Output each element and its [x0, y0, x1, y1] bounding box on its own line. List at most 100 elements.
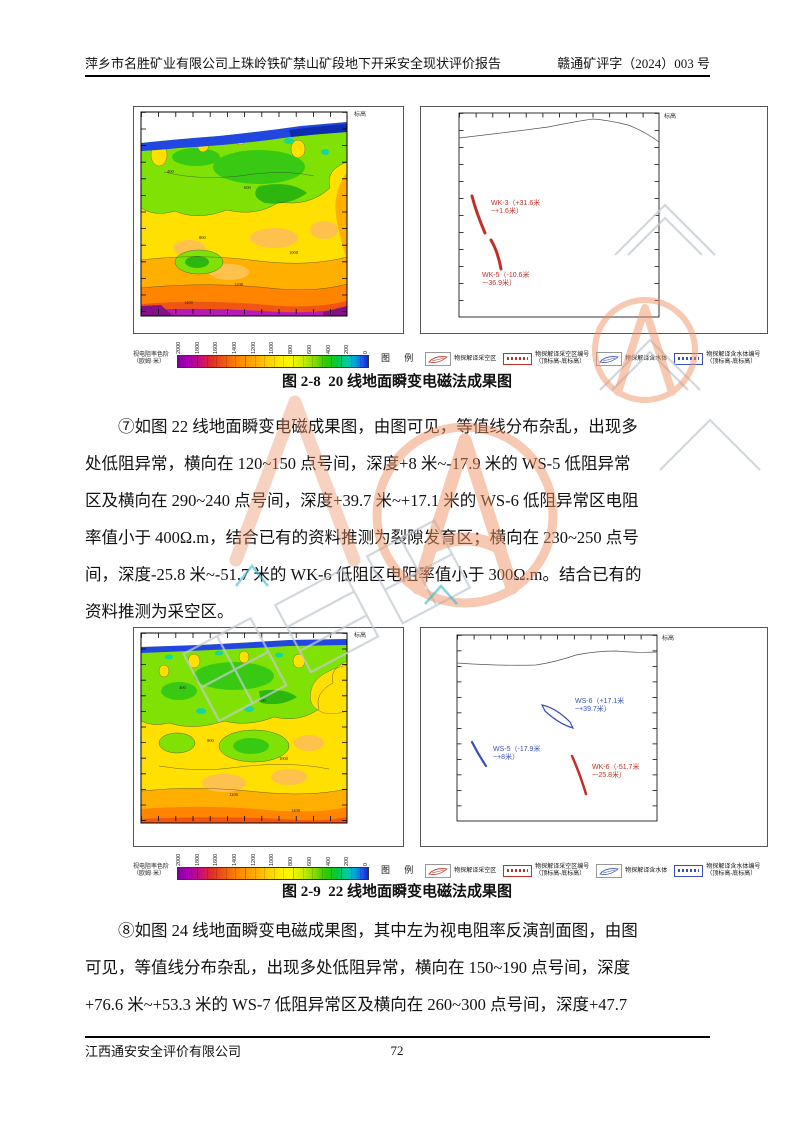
colorbar-tick-label: 1800 — [194, 853, 201, 866]
legend-label-line: （顶标高-底标高） — [535, 359, 586, 365]
fig28-interpretation-panel: WK-3（+31.6米 ~+1.6米） WK-5（-10.6米 ~-36.9米） — [458, 112, 660, 318]
colorbar-tick-label: 400 — [325, 856, 332, 866]
colorbar-tick-label: 2000 — [176, 853, 182, 866]
goaf-anomaly-marks — [470, 194, 503, 271]
anomaly-label-line: WS-5（-17.9米 — [493, 746, 541, 753]
legend-label-line: 物探解译含水体编号 — [706, 864, 761, 870]
axis-ticks — [141, 112, 347, 316]
legend-item-label: 物探解译含水体 — [625, 355, 668, 362]
colorbar-tick-label: 600 — [306, 856, 313, 866]
footer-page-number: 72 — [390, 1043, 404, 1058]
colorbar-tick-label: 1400 — [232, 853, 239, 866]
legend-label-line: （顶标高-底标高） — [706, 871, 757, 877]
anomaly-label-wk3: WK-3（+31.6米 ~+1.6米） — [491, 200, 540, 216]
water-symbol-icon — [596, 352, 623, 366]
fig29-interpretation-panel: WS-6（+17.1米 ~+39.7米） WS-5（-17.9米 ~+8米） WK-… — [456, 634, 658, 822]
paragraph-line: 率值小于 400Ω.m，结合已有的资料推测为裂隙发育区；横向在 230~250 … — [85, 528, 639, 547]
colorbar-label-line2: （欧姆·米） — [133, 359, 165, 365]
anomaly-label-wk5: WK-5（-10.6米 ~-36.9米） — [482, 272, 529, 288]
fig29-caption: 图 2-9 22 线地面瞬变电磁法成果图 — [282, 884, 512, 900]
legend-item-water-number: 物探解译含水体编号 （顶标高-底标高） — [674, 352, 760, 366]
colorbar-tick-label: 0 — [362, 862, 369, 866]
anomaly-label-line: ~+8米） — [493, 754, 520, 761]
legend-label-line: （顶标高-底标高） — [535, 871, 586, 877]
contour-value-label: 600 — [259, 698, 266, 703]
legend-item-goaf: 物探解译采空区 — [425, 352, 496, 366]
legend-item-water-number: 物探解译含水体编号 （顶标高-底标高） — [674, 864, 760, 878]
axis-ticks — [459, 113, 659, 317]
legend-label-line: 物探解译采空区编号 — [535, 864, 590, 870]
paragraph-line: 可见，等值线分布杂乱，出现多处低阻异常，横向在 150~190 点号间，深度 — [85, 958, 631, 977]
legend-item-water: 物探解译含水体 — [596, 864, 667, 878]
axis-ticks — [457, 635, 657, 821]
contour-value-label: 400 — [179, 685, 186, 690]
fig28-colorbar-legend-row: 视电阻率色阶 （欧姆·米） 2000 1800 1600 1400 1200 1000 80… — [133, 334, 773, 368]
anomaly-label-ws6: WS-6（+17.1米 ~+39.7米） — [575, 698, 624, 714]
colorbar-tick-label: 600 — [306, 344, 313, 354]
colorbar-tick-label: 200 — [344, 344, 351, 354]
footer-rule — [85, 1036, 710, 1038]
legend-items: 物探解译采空区 物探解译采空区编号 （顶标高-底标高） 物探解译含水体 物探解译含… — [425, 352, 760, 368]
paragraph-line: ⑧如图 24 线地面瞬变电磁成果图，其中左为视电阻率反演剖面图，由图 — [118, 921, 638, 940]
anomaly-label-wk6: WK-6（-51.7米 ~-25.8米） — [592, 764, 639, 780]
contour-value-label: 1000 — [289, 250, 298, 255]
legend-item-water: 物探解译含水体 — [596, 352, 667, 366]
legend-item-label: 物探解译含水体 — [625, 867, 668, 874]
colorbar-label: 视电阻率色阶 （欧姆·米） — [133, 352, 177, 368]
contour-value-label: 1200 — [234, 282, 243, 287]
fig29-elevation-axis-label-right: 标高 — [662, 636, 675, 642]
colorbar-tick-label: 2000 — [176, 341, 182, 354]
anomaly-marks — [470, 704, 588, 796]
anomaly-label-ws5: WS-5（-17.9米 ~+8米） — [493, 746, 540, 762]
anomaly-label-line: ~-25.8米） — [592, 772, 627, 779]
colorbar-tick-label: 200 — [344, 856, 351, 866]
legend-item-label: 物探解译含水体编号 （顶标高-底标高） — [706, 864, 760, 878]
legend-title: 图 例 — [381, 865, 420, 875]
header-rule — [85, 75, 710, 77]
legend-item-label: 物探解译含水体编号 （顶标高-底标高） — [706, 352, 760, 366]
fig28-resistivity-contour-map — [140, 111, 348, 317]
colorbar-label-line1: 视电阻率色阶 — [133, 352, 170, 358]
goaf-number-box-icon — [503, 865, 533, 877]
colorbar-tick-label: 800 — [288, 344, 295, 354]
fig29-elevation-axis-label: 标高 — [354, 633, 367, 639]
paragraph-line: +76.6 米~+53.3 米的 WS-7 低阻异常区及横向在 260~300 … — [85, 995, 628, 1014]
legend-item-label: 物探解译采空区编号 （顶标高-底标高） — [535, 864, 589, 878]
colorbar-label: 视电阻率色阶 （欧姆·米） — [133, 864, 177, 880]
terrain-profile-line — [456, 650, 658, 666]
contour-value-label: 800 — [207, 738, 214, 743]
contour-zones — [141, 633, 347, 823]
colorbar-ticks: 2000 1800 1600 1400 1200 1000 800 600 400 200 0 — [176, 849, 369, 867]
anomaly-label-line: ~+1.6米） — [491, 208, 523, 215]
fig28-elevation-axis-label-right: 标高 — [664, 114, 677, 120]
contour-value-label: 1200 — [229, 792, 238, 797]
colorbar-tick-label: 1200 — [250, 853, 257, 866]
terrain-profile-line — [458, 118, 660, 143]
contour-zones — [141, 112, 347, 316]
legend-item-goaf: 物探解译采空区 — [425, 864, 496, 878]
colorbar-label-line2: （欧姆·米） — [133, 871, 165, 877]
colorbar-tick-label: 1200 — [250, 341, 257, 354]
colorbar-tick-label: 1400 — [232, 341, 239, 354]
header-doc-number: 赣通矿评字（2024）003 号 — [557, 56, 710, 71]
paragraph-8: ⑧如图 24 线地面瞬变电磁成果图，其中左为视电阻率反演剖面图，由图 可见，等值… — [85, 912, 717, 1023]
legend-label-line: 物探解译含水体编号 — [706, 352, 761, 358]
legend-item-label: 物探解译采空区 — [454, 355, 497, 362]
water-number-box-icon — [674, 865, 704, 877]
legend-item-goaf-number: 物探解译采空区编号 （顶标高-底标高） — [503, 864, 589, 878]
anomaly-label-line: WK-3（+31.6米 — [491, 200, 541, 207]
goaf-number-box-icon — [503, 353, 533, 365]
anomaly-label-line: WK-5（-10.6米 — [482, 272, 530, 279]
fig29-interpretation-section — [456, 634, 658, 822]
paragraph-7: ⑦如图 22 线地面瞬变电磁成果图，由图可见，等值线分布杂乱，出现多 处低阻异常… — [85, 408, 717, 630]
goaf-symbol-icon — [425, 864, 452, 878]
legend-item-label: 物探解译采空区编号 （顶标高-底标高） — [535, 352, 589, 366]
colorbar-gradient — [177, 355, 369, 368]
paragraph-line: 间，深度-25.8 米~-51.7 米的 WK-6 低阻区电阻率值小于 300Ω… — [85, 565, 642, 584]
legend-label-line: 物探解译采空区编号 — [535, 352, 590, 358]
contour-value-label: 1400 — [291, 808, 300, 813]
colorbar-tick-label: 1800 — [194, 341, 201, 354]
paragraph-line: 区及横向在 290~240 点号间，深度+39.7 米~+17.1 米的 WS-… — [85, 491, 639, 510]
contour-value-label: 1000 — [279, 756, 288, 761]
